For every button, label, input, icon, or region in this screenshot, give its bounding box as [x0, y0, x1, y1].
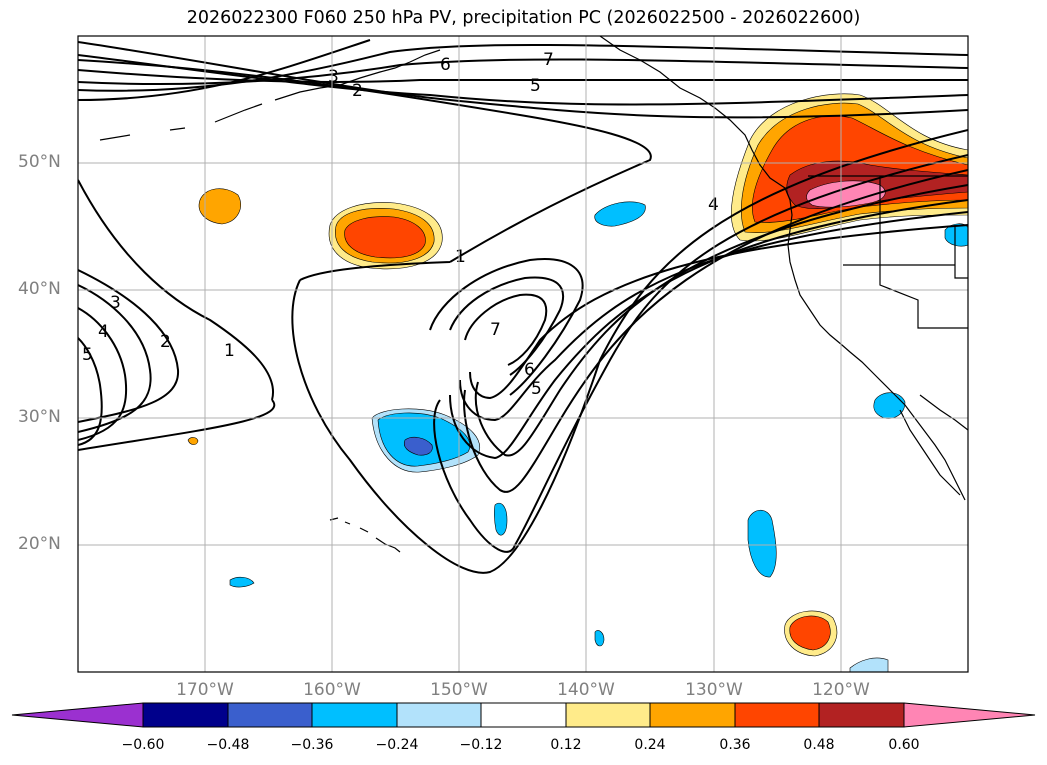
contour-label: 3 [328, 67, 339, 87]
contour-label: 5 [531, 379, 542, 399]
lon-label-160w: 160°W [303, 680, 361, 700]
lon-label-140w: 140°W [557, 680, 615, 700]
colorbar-tick: −0.48 [206, 737, 250, 753]
precip-positive-tiny [187, 437, 199, 445]
alaska-coast [599, 36, 966, 501]
colorbar-tick: 0.60 [888, 737, 920, 753]
hawaii-islands [329, 517, 401, 553]
colorbar-tick: 0.48 [803, 737, 835, 753]
precip-negative-coast [873, 392, 906, 419]
colorbar-tick: −0.60 [121, 737, 165, 753]
baja-coast [899, 394, 968, 496]
lon-label-130w: 130°W [685, 680, 743, 700]
precip-negative-gulf [594, 201, 646, 227]
colorbar [11, 702, 1036, 728]
pv-inner-3 [464, 293, 548, 366]
contour-label: 1 [224, 341, 235, 361]
precip-negative-baja [747, 509, 777, 578]
precip-negative-small-2 [229, 576, 255, 588]
map-area: 1 1 2 2 3 3 4 4 5 5 5 6 6 7 7 [78, 36, 968, 672]
lon-label-150w: 150°W [430, 680, 488, 700]
lon-label-120w: 120°W [812, 680, 870, 700]
colorbar-cell [649, 702, 736, 728]
lat-label-20n: 20°N [18, 534, 61, 554]
contour-label: 2 [160, 332, 171, 352]
lat-label-30n: 30°N [18, 407, 61, 427]
pv-contours [78, 39, 968, 574]
colorbar-tick: −0.24 [375, 737, 419, 753]
colorbar-cell [396, 702, 482, 728]
figure-title: 2026022300 F060 250 hPa PV, precipitatio… [186, 8, 861, 28]
lat-label-50n: 50°N [18, 152, 61, 172]
pv-contour-1-main [78, 59, 968, 574]
pv-contour-6 [78, 43, 968, 422]
precip-negative-small-1 [594, 630, 605, 647]
colorbar-cell [480, 702, 567, 728]
colorbar-cell [818, 702, 905, 728]
colorbar-cell [565, 702, 651, 728]
lon-label-170w: 170°W [176, 680, 234, 700]
colorbar-cell [142, 702, 229, 728]
colorbar-cell [227, 702, 313, 728]
precip-positive-south-red [789, 615, 831, 651]
precip-negative-narrow [494, 502, 508, 536]
precip-shading [187, 93, 968, 672]
colorbar-tick: −0.12 [459, 737, 503, 753]
colorbar-tick: 0.12 [550, 737, 582, 753]
map-frame [77, 35, 969, 673]
pv-contour-2 [78, 41, 968, 553]
state-borders [843, 176, 968, 329]
precip-negative-small-3 [849, 657, 889, 672]
contour-label: 4 [98, 322, 109, 342]
contour-label: 6 [524, 360, 535, 380]
colorbar-extend-max [903, 702, 1036, 728]
contour-label: 3 [110, 293, 121, 313]
pv-inner-2 [449, 276, 565, 376]
contour-label: 2 [352, 81, 363, 101]
precip-negative-central-dark [403, 436, 433, 456]
precip-positive-small-west [198, 188, 242, 225]
contour-label: 6 [440, 55, 451, 75]
contour-label: 7 [490, 320, 501, 340]
pv-inner-1 [429, 258, 584, 396]
contour-label: 5 [530, 76, 541, 96]
colorbar-tick: 0.24 [634, 737, 666, 753]
contour-label: 4 [708, 195, 719, 215]
precip-negative-east [944, 223, 968, 247]
coastlines [99, 36, 968, 553]
colorbar-tick: 0.36 [719, 737, 751, 753]
colorbar-tick: −0.36 [290, 737, 334, 753]
colorbar-cell [311, 702, 398, 728]
map-gridlines [78, 36, 968, 672]
pv-contour-4 [78, 69, 968, 457]
contour-label: 1 [455, 247, 466, 267]
colorbar-extend-min [11, 702, 144, 728]
pv-contour-5 [78, 58, 968, 460]
aleutians-coast [99, 49, 441, 141]
precip-positive-central-red [344, 216, 426, 259]
colorbar-cell [734, 702, 820, 728]
contour-label-group: 1 1 2 2 3 3 4 4 5 5 5 6 6 7 7 [82, 50, 719, 399]
contour-label: 5 [82, 345, 93, 365]
lat-label-40n: 40°N [18, 279, 61, 299]
contour-label: 7 [543, 50, 554, 70]
